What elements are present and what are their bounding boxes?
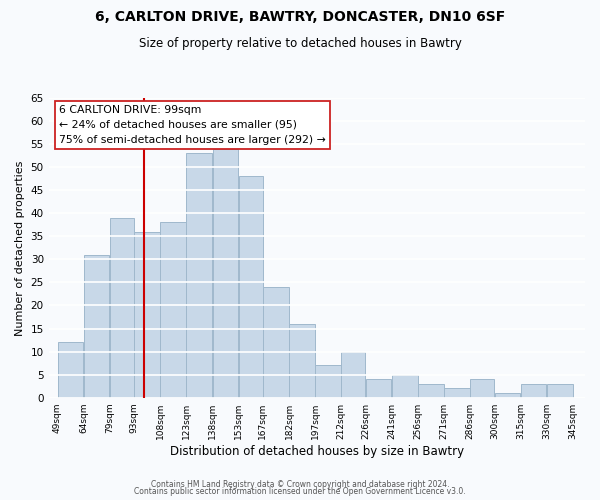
Bar [58, 342, 83, 398]
Bar [84, 255, 109, 398]
Text: Contains HM Land Registry data © Crown copyright and database right 2024.: Contains HM Land Registry data © Crown c… [151, 480, 449, 489]
Bar [341, 352, 365, 398]
Bar [547, 384, 572, 398]
Bar [418, 384, 443, 398]
Text: 6, CARLTON DRIVE, BAWTRY, DONCASTER, DN10 6SF: 6, CARLTON DRIVE, BAWTRY, DONCASTER, DN1… [95, 10, 505, 24]
Bar [392, 374, 418, 398]
Bar [495, 393, 520, 398]
Text: 6 CARLTON DRIVE: 99sqm
← 24% of detached houses are smaller (95)
75% of semi-det: 6 CARLTON DRIVE: 99sqm ← 24% of detached… [59, 105, 326, 144]
Bar [366, 380, 391, 398]
Bar [263, 287, 289, 398]
Text: Size of property relative to detached houses in Bawtry: Size of property relative to detached ho… [139, 38, 461, 51]
Y-axis label: Number of detached properties: Number of detached properties [15, 160, 25, 336]
Bar [187, 154, 212, 398]
Bar [160, 222, 186, 398]
Bar [110, 218, 134, 398]
Bar [444, 388, 470, 398]
Bar [470, 380, 494, 398]
Text: Contains public sector information licensed under the Open Government Licence v3: Contains public sector information licen… [134, 488, 466, 496]
Bar [521, 384, 547, 398]
Bar [134, 232, 160, 398]
Bar [316, 366, 341, 398]
X-axis label: Distribution of detached houses by size in Bawtry: Distribution of detached houses by size … [170, 444, 464, 458]
Bar [212, 148, 238, 398]
Bar [239, 176, 263, 398]
Bar [289, 324, 315, 398]
